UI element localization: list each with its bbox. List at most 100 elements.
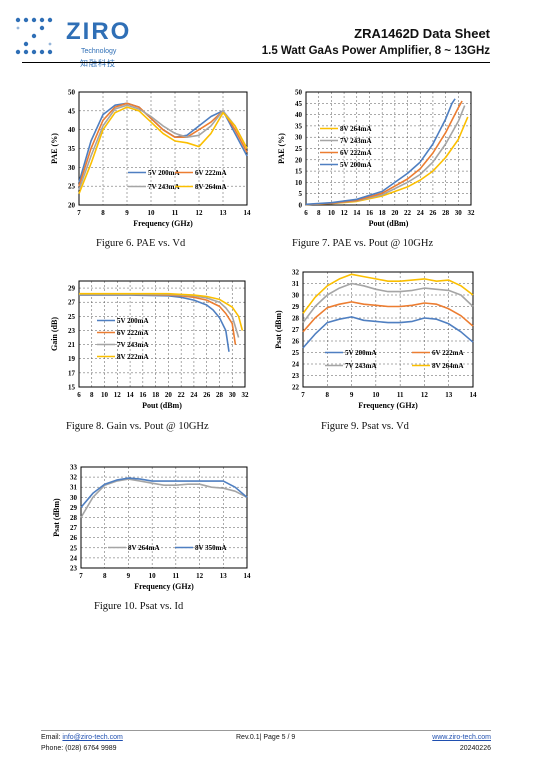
legend-label: 6V 222mA xyxy=(340,149,372,157)
logo-chinese-text: 知融科技 xyxy=(80,59,116,68)
x-tick-label: 13 xyxy=(220,209,228,217)
x-tick-label: 14 xyxy=(244,572,252,580)
footer-divider xyxy=(41,730,491,731)
logo-mark-icon xyxy=(15,17,53,55)
figure-6-caption: Figure 6. PAE vs. Vd xyxy=(96,238,186,249)
logo: ZIRO Technology 知融科技 xyxy=(12,14,132,69)
x-tick-label: 12 xyxy=(341,209,349,217)
footer-date: 20240226 xyxy=(459,745,491,752)
y-tick-label: 50 xyxy=(68,89,76,97)
y-tick-label: 31 xyxy=(292,280,300,288)
header-divider xyxy=(22,62,490,63)
y-tick-label: 26 xyxy=(292,338,300,346)
footer-revision-page: Rev.0.1| Page 5 / 9 xyxy=(236,734,296,741)
series-line-5V-200mA xyxy=(302,316,474,349)
x-axis-label: Pout (dBm) xyxy=(369,219,409,228)
x-tick-label: 14 xyxy=(470,391,478,399)
series-line-6V-222mA xyxy=(302,301,474,333)
legend-label: 7V 243mA xyxy=(345,362,377,370)
x-axis-label: Frequency (GHz) xyxy=(133,219,193,228)
x-tick-label: 8 xyxy=(326,391,330,399)
fig8-chart: 15 17 19 21 23 25 27 29 6 8 10 12 14 16 18 20 22 24 26 28 30… xyxy=(50,280,249,410)
y-tick-label: 25 xyxy=(68,313,76,321)
x-tick-label: 18 xyxy=(379,209,387,217)
y-axis-label: Psat (dBm) xyxy=(274,310,283,349)
y-tick-label: 23 xyxy=(292,372,300,380)
x-tick-label: 7 xyxy=(77,209,81,217)
y-tick-label: 25 xyxy=(295,145,303,153)
footer-email-link[interactable]: info@ziro-tech.com xyxy=(62,734,123,741)
x-axis-label: Frequency (GHz) xyxy=(358,401,418,410)
legend-label: 5V 200mA xyxy=(117,317,149,325)
y-tick-label: 24 xyxy=(292,361,300,369)
y-tick-label: 27 xyxy=(70,524,78,532)
x-tick-label: 12 xyxy=(114,391,122,399)
footer-phone-label: Phone: xyxy=(41,745,64,752)
x-tick-label: 12 xyxy=(421,391,429,399)
x-tick-label: 24 xyxy=(190,391,198,399)
footer-email-label: Email: xyxy=(41,734,61,741)
y-tick-label: 33 xyxy=(70,464,78,472)
series-line-8V-264mA xyxy=(80,478,248,518)
y-tick-label: 45 xyxy=(295,100,303,108)
legend-label: 5V 200mA xyxy=(345,349,377,357)
footer-website-link[interactable]: www.ziro-tech.com xyxy=(432,734,491,741)
y-tick-label: 30 xyxy=(68,164,76,172)
y-tick-label: 29 xyxy=(70,504,78,512)
x-tick-label: 6 xyxy=(304,209,308,217)
x-tick-label: 24 xyxy=(417,209,425,217)
x-tick-label: 10 xyxy=(372,391,380,399)
fig6-chart: 20 25 30 35 40 45 50 7 8 9 10 11 12 13 14 Frequency (GH… xyxy=(50,89,251,229)
y-tick-label: 30 xyxy=(70,494,78,502)
x-tick-label: 9 xyxy=(127,572,131,580)
series-line-7V-243mA xyxy=(302,282,474,324)
x-tick-label: 10 xyxy=(148,209,156,217)
x-tick-label: 12 xyxy=(196,209,204,217)
y-tick-label: 28 xyxy=(292,315,300,323)
y-tick-label: 31 xyxy=(70,484,78,492)
x-tick-label: 10 xyxy=(101,391,109,399)
y-tick-label: 24 xyxy=(70,554,78,562)
legend-label: 8V 264mA xyxy=(128,544,160,552)
x-tick-label: 32 xyxy=(468,209,476,217)
x-tick-label: 9 xyxy=(350,391,354,399)
y-tick-label: 21 xyxy=(68,341,76,349)
series-line-5V-200mA xyxy=(79,294,230,352)
legend-label: 8V 350mA xyxy=(195,544,227,552)
series-line-8V-222mA xyxy=(79,292,244,331)
x-tick-label: 12 xyxy=(196,572,204,580)
x-tick-label: 26 xyxy=(429,209,437,217)
x-tick-label: 14 xyxy=(127,391,135,399)
y-tick-label: 32 xyxy=(70,474,78,482)
legend-label: 5V 200mA xyxy=(340,161,372,169)
footer-phone-row: Phone: (028) 6764 9989 xyxy=(41,745,117,752)
document-title: ZRA1462D Data Sheet xyxy=(354,26,490,41)
y-tick-label: 10 xyxy=(295,179,303,187)
y-tick-label: 25 xyxy=(68,183,76,191)
x-tick-label: 8 xyxy=(103,572,107,580)
y-axis-label: PAE (%) xyxy=(277,133,286,164)
logo-text: ZIRO xyxy=(66,18,132,45)
x-tick-label: 22 xyxy=(404,209,412,217)
x-tick-label: 16 xyxy=(366,209,374,217)
x-tick-label: 8 xyxy=(317,209,321,217)
legend-label: 8V 264mA xyxy=(340,125,372,133)
y-tick-label: 27 xyxy=(292,326,300,334)
x-tick-label: 14 xyxy=(244,209,252,217)
y-tick-label: 35 xyxy=(68,145,76,153)
x-tick-label: 10 xyxy=(328,209,336,217)
y-tick-label: 15 xyxy=(68,384,76,392)
figure-9-caption: Figure 9. Psat vs. Vd xyxy=(321,421,409,432)
x-tick-label: 30 xyxy=(229,391,237,399)
y-axis-label: PAE (%) xyxy=(50,133,59,164)
y-tick-label: 50 xyxy=(295,89,303,97)
y-tick-label: 19 xyxy=(68,355,76,363)
x-tick-label: 20 xyxy=(391,209,399,217)
legend-label: 6V 222mA xyxy=(432,349,464,357)
fig9-chart: 22 23 24 25 26 27 28 29 30 31 32 7 8 9 10 11 12 13 14 Frequ… xyxy=(274,269,477,411)
y-tick-label: 15 xyxy=(295,168,303,176)
x-tick-label: 8 xyxy=(90,391,94,399)
x-tick-label: 7 xyxy=(301,391,305,399)
y-tick-label: 30 xyxy=(295,134,303,142)
footer-email-row: Email: info@ziro-tech.com xyxy=(41,734,123,741)
